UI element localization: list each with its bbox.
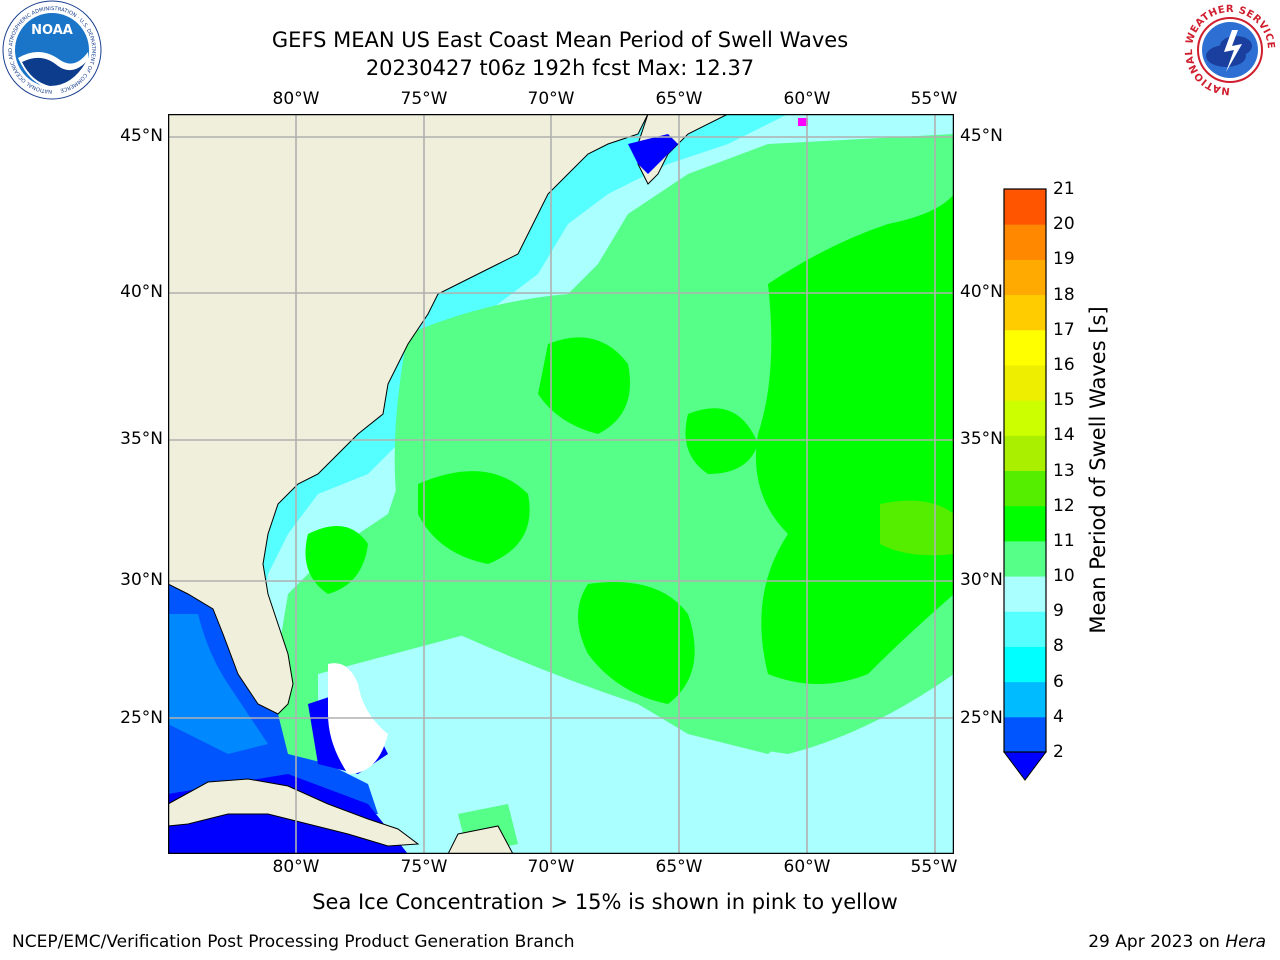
lat-tick-left-2: 35°N: [120, 429, 163, 449]
swell-south-band-8s: [318, 614, 954, 854]
colorbar-tick-label: 12: [1053, 495, 1075, 516]
map-grid: [168, 114, 954, 854]
lon-tick-bottom-0: 80°W: [272, 857, 320, 877]
chart-title: GEFS MEAN US East Coast Mean Period of S…: [271, 28, 849, 52]
lat-tick-left-3: 30°N: [120, 570, 163, 590]
lat-tick-right-0: 45°N: [960, 126, 1003, 146]
colorbar-tick-label: 19: [1053, 249, 1075, 270]
noaa-logo-text: NOAA: [31, 23, 73, 38]
chart-subtitle: 20230427 t06z 192h fcst Max: 12.37: [365, 56, 755, 80]
lon-tick-top-1: 75°W: [400, 89, 448, 109]
green-10s-east: [756, 194, 954, 684]
lat-tick-right-1: 40°N: [960, 282, 1003, 302]
lat-tick-left-4: 25°N: [120, 708, 163, 728]
noaa-logo: NOAA NATIONAL OCEANIC AND ATMOSPHERIC AD…: [2, 0, 102, 100]
map-panel: [168, 114, 954, 854]
lon-tick-bottom-1: 75°W: [400, 857, 448, 877]
lon-tick-bottom-2: 70°W: [527, 857, 575, 877]
green-10s-central: [538, 337, 630, 434]
colorbar-under-arrow: [1003, 751, 1047, 781]
colorbar-tick-label: 15: [1053, 390, 1075, 411]
lon-tick-top-3: 65°W: [655, 89, 703, 109]
footer-date-text: 29 Apr 2023 on: [1088, 932, 1220, 952]
nws-logo: NATIONAL WEATHER SERVICE: [1184, 4, 1276, 96]
colorbar-step: [1004, 681, 1046, 718]
colorbar-tick-label: 10: [1053, 566, 1075, 587]
colorbar-step: [1004, 364, 1046, 401]
colorbar-tick-label: 16: [1053, 354, 1075, 375]
lon-tick-bottom-3: 65°W: [655, 857, 703, 877]
land-cuba: [168, 778, 420, 847]
colorbar: [1003, 188, 1047, 781]
colorbar-step: [1004, 576, 1046, 612]
lat-tick-right-2: 35°N: [960, 429, 1003, 449]
colorbar-tick-label: 8: [1053, 636, 1064, 657]
green-11s: [880, 500, 954, 556]
lon-tick-top-0: 80°W: [272, 89, 320, 109]
land-north-america: [168, 114, 649, 715]
colorbar-tick-label: 9: [1053, 601, 1064, 622]
colorbar-step: [1004, 400, 1046, 436]
colorbar-tick-label: 2: [1053, 742, 1064, 762]
colorbar-step: [1004, 646, 1046, 683]
footer-branch: NCEP/EMC/Verification Post Processing Pr…: [12, 932, 575, 952]
colorbar-step: [1004, 505, 1046, 542]
colorbar-tick-label: 13: [1053, 460, 1075, 481]
colorbar-tick-label: 21: [1053, 179, 1075, 199]
footer-machine: Hera: [1225, 932, 1266, 952]
colorbar-tick-label: 14: [1053, 425, 1075, 446]
lat-tick-right-4: 25°N: [960, 708, 1003, 728]
colorbar-tick-label: 4: [1053, 706, 1064, 727]
colorbar-tick-label: 18: [1053, 284, 1075, 305]
colorbar-tick-label: 20: [1053, 214, 1075, 235]
colorbar-step: [1004, 189, 1046, 225]
gulf-of-mexico-4s: [168, 584, 378, 814]
colorbar-title: Mean Period of Swell Waves [s]: [1086, 306, 1110, 634]
lat-tick-left-1: 40°N: [120, 282, 163, 302]
lon-tick-bottom-5: 55°W: [910, 857, 958, 877]
colorbar-step: [1004, 224, 1046, 260]
footer-date: 29 Apr 2023 on Hera: [1088, 932, 1266, 952]
lat-tick-left-0: 45°N: [120, 126, 163, 146]
colorbar-tick-label: 6: [1053, 671, 1064, 692]
colorbar-step: [1004, 259, 1046, 296]
lon-tick-top-5: 55°W: [910, 89, 958, 109]
colorbar-step: [1004, 329, 1046, 366]
lon-tick-top-4: 60°W: [783, 89, 831, 109]
colorbar-step: [1004, 540, 1046, 577]
lon-tick-bottom-4: 60°W: [783, 857, 831, 877]
colorbar-step: [1004, 294, 1046, 331]
sea-ice-caption: Sea Ice Concentration > 15% is shown in …: [312, 890, 898, 914]
colorbar-step: [1004, 470, 1046, 507]
colorbar-step: [1004, 611, 1046, 647]
colorbar-step: [1004, 435, 1046, 471]
colorbar-step: [1004, 716, 1046, 753]
colorbar-tick-label: 11: [1053, 530, 1075, 551]
colorbar-tick-label: 17: [1053, 319, 1075, 340]
lon-tick-top-2: 70°W: [527, 89, 575, 109]
lat-tick-right-3: 30°N: [960, 570, 1003, 590]
